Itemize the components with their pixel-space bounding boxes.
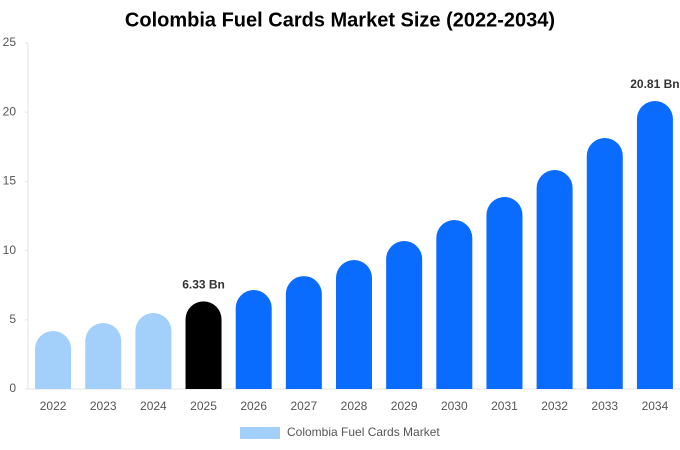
bar — [85, 322, 122, 389]
bar — [135, 313, 172, 389]
x-tick-label: 2029 — [391, 399, 418, 413]
x-tick-label: 2028 — [341, 399, 368, 413]
bar — [486, 197, 523, 389]
x-tick-label: 2027 — [290, 399, 317, 413]
y-tick-label: 25 — [3, 35, 17, 49]
y-tick-label: 20 — [3, 104, 17, 118]
bar — [636, 100, 673, 390]
x-tick-label: 2026 — [240, 399, 267, 413]
x-tick-label: 2023 — [90, 399, 117, 413]
y-tick-label: 0 — [9, 381, 16, 395]
x-tick-label: 2034 — [642, 399, 669, 413]
bar — [386, 241, 423, 389]
x-tick-label: 2031 — [491, 399, 518, 413]
bar — [235, 290, 272, 389]
x-tick-label: 2024 — [140, 399, 167, 413]
bar — [185, 301, 222, 389]
legend-swatch — [240, 427, 280, 439]
bar — [35, 331, 72, 389]
value-label: 6.33 Bn — [182, 278, 225, 292]
x-tick-label: 2025 — [190, 399, 217, 413]
y-tick-label: 10 — [3, 243, 17, 257]
y-tick-label: 15 — [3, 174, 17, 188]
bar — [336, 260, 372, 389]
bar — [285, 276, 322, 389]
x-tick-label: 2022 — [40, 399, 67, 413]
chart-title: Colombia Fuel Cards Market Size (2022-20… — [125, 9, 555, 31]
x-tick-label: 2032 — [541, 399, 568, 413]
legend-label: Colombia Fuel Cards Market — [287, 425, 440, 439]
y-tick-label: 5 — [9, 312, 16, 326]
bar — [536, 170, 573, 389]
value-label: 20.81 Bn — [630, 77, 679, 91]
bar — [436, 220, 473, 389]
x-tick-label: 2030 — [441, 399, 468, 413]
x-tick-label: 2033 — [591, 399, 618, 413]
bar — [586, 137, 623, 389]
